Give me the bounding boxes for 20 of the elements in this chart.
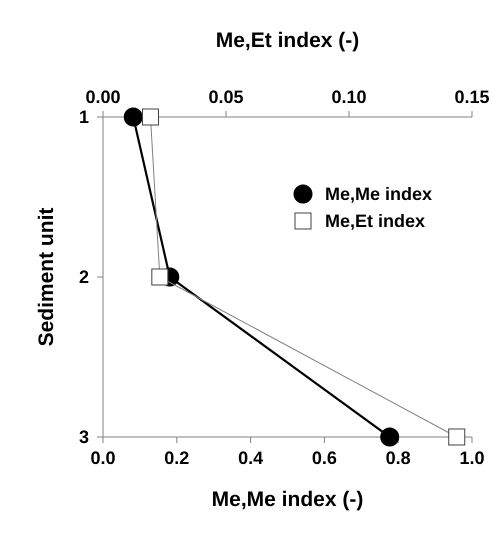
legend-label: Me,Me index	[325, 184, 432, 204]
x-tick-label: 1.0	[459, 448, 485, 468]
x-tick-label: 0.2	[164, 448, 190, 468]
x2-tick-label: 0.05	[208, 87, 244, 107]
point	[380, 428, 400, 446]
y-tick-label: 1	[78, 107, 89, 127]
point	[124, 108, 143, 126]
x-tick-label: 0.4	[238, 448, 264, 468]
x-tick-label: 0.8	[386, 448, 411, 468]
x-tick-label: 0.0	[90, 448, 116, 468]
y-tick-label: 2	[78, 267, 89, 287]
x2-tick-label: 0.15	[454, 87, 490, 107]
x2-axis-title: Me,Et index (-)	[216, 29, 360, 52]
x2-tick-label: 0.10	[331, 87, 367, 107]
x-tick-label: 0.6	[312, 448, 337, 468]
x2-tick-label: 0.00	[85, 87, 121, 107]
legend-label: Me,Et index	[325, 211, 426, 231]
y-axis-title: Sediment unit	[35, 208, 58, 346]
x-axis-title: Me,Me index (-)	[212, 488, 364, 511]
y-tick-label: 3	[78, 427, 89, 447]
